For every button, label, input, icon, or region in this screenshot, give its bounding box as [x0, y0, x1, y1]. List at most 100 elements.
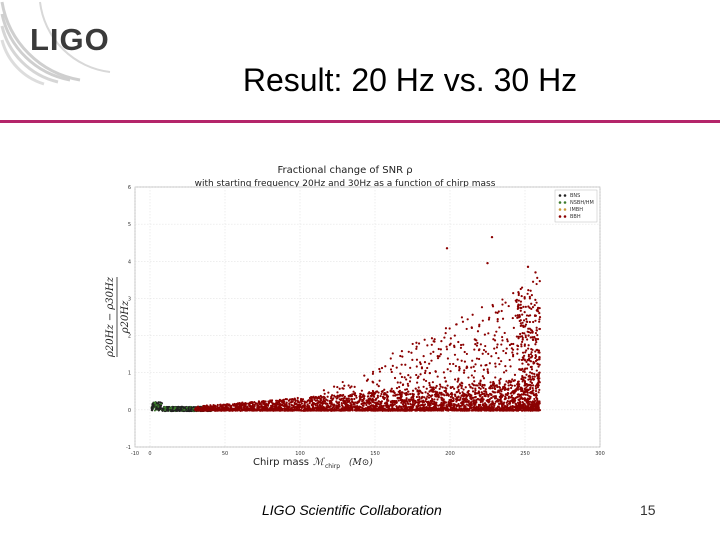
data-point — [418, 395, 421, 399]
data-point — [448, 405, 452, 408]
data-point — [518, 395, 521, 398]
data-point — [416, 398, 420, 402]
data-point — [418, 389, 421, 392]
data-point — [320, 401, 323, 404]
data-point — [521, 356, 524, 359]
data-point — [503, 404, 507, 408]
data-point — [521, 336, 524, 339]
data-point — [470, 326, 473, 330]
data-point — [514, 408, 517, 411]
data-point — [200, 406, 203, 409]
data-point — [529, 360, 533, 363]
data-point — [178, 405, 181, 408]
data-point — [478, 391, 481, 394]
data-point — [469, 386, 472, 389]
data-point — [384, 404, 387, 407]
data-point — [452, 407, 455, 410]
data-point — [517, 293, 520, 297]
data-point — [521, 340, 524, 343]
data-point — [424, 369, 427, 373]
data-point — [449, 401, 452, 404]
data-point — [464, 400, 467, 403]
data-point — [319, 404, 322, 407]
data-point — [535, 326, 538, 329]
data-point — [494, 352, 498, 355]
data-point — [415, 345, 418, 348]
data-point — [355, 396, 358, 399]
data-point — [378, 370, 382, 373]
data-point — [243, 407, 246, 410]
data-point — [521, 321, 524, 324]
data-point — [486, 370, 489, 373]
data-point — [411, 408, 414, 411]
data-point — [399, 381, 402, 384]
data-point — [479, 403, 482, 406]
data-point — [370, 404, 373, 407]
data-point — [197, 407, 200, 411]
data-point — [461, 391, 464, 394]
data-point — [485, 392, 488, 396]
data-point — [518, 358, 521, 361]
data-point — [433, 393, 437, 396]
data-point — [219, 403, 222, 406]
data-point — [409, 376, 412, 379]
data-point — [432, 388, 436, 391]
data-point — [334, 395, 337, 398]
data-point — [474, 406, 477, 410]
data-point — [199, 409, 203, 412]
data-point — [341, 405, 344, 408]
data-point — [407, 350, 410, 353]
data-point — [464, 408, 467, 411]
data-point — [374, 399, 377, 402]
data-point — [501, 404, 504, 408]
data-point — [331, 398, 334, 401]
data-point — [426, 395, 429, 398]
data-point — [375, 397, 378, 400]
data-point — [531, 408, 534, 411]
data-point — [395, 387, 399, 390]
data-point — [449, 399, 452, 403]
data-point — [438, 392, 441, 395]
data-point — [482, 405, 486, 409]
data-point — [409, 366, 412, 369]
data-point — [529, 336, 532, 339]
data-point — [316, 407, 319, 410]
data-point — [526, 406, 529, 409]
data-point — [253, 407, 256, 410]
data-point — [501, 303, 504, 306]
data-point — [492, 408, 496, 411]
data-point — [400, 408, 403, 411]
data-point — [343, 384, 346, 387]
data-point — [335, 405, 338, 408]
data-point — [159, 401, 162, 404]
data-point — [347, 397, 350, 400]
data-point — [494, 395, 498, 398]
data-point — [491, 383, 495, 386]
data-point — [338, 387, 341, 390]
data-point — [489, 381, 492, 384]
data-point — [483, 394, 486, 397]
data-point — [403, 405, 407, 408]
data-point — [488, 398, 491, 401]
data-point — [499, 377, 502, 380]
data-point — [525, 314, 529, 317]
data-point — [366, 406, 370, 409]
data-point — [476, 341, 479, 345]
x-label-unit: (M⊙) — [349, 457, 373, 468]
data-point — [383, 388, 386, 391]
data-point — [519, 332, 522, 336]
data-point — [276, 403, 279, 406]
data-point — [425, 397, 428, 401]
data-point — [446, 406, 449, 409]
data-point — [487, 318, 491, 321]
data-point — [477, 357, 481, 361]
data-point — [505, 405, 509, 409]
data-point — [448, 327, 451, 330]
data-point — [486, 368, 489, 371]
data-point — [244, 401, 247, 405]
data-point — [505, 380, 508, 383]
data-point — [504, 364, 507, 368]
data-point — [153, 409, 156, 412]
data-point — [353, 385, 356, 388]
data-point — [532, 320, 535, 324]
